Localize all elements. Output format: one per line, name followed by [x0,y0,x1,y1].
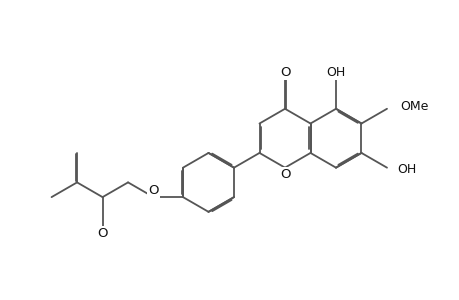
Text: OH: OH [396,163,415,176]
Text: O: O [279,168,290,181]
Text: OMe: OMe [399,100,427,113]
Text: OH: OH [326,66,345,79]
Text: O: O [148,184,158,197]
Text: O: O [97,227,107,240]
Text: O: O [279,66,290,79]
